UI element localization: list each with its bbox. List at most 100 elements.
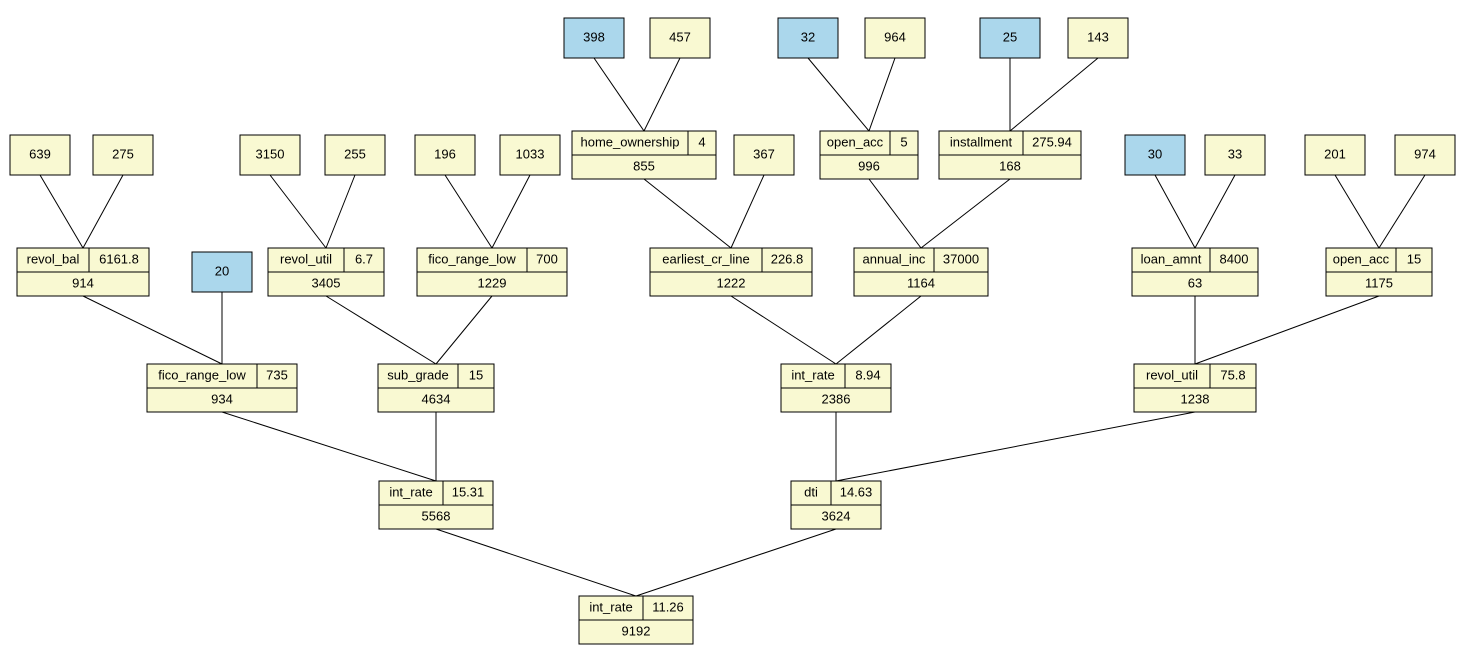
leaf-value: 3150: [256, 146, 285, 161]
tree-edge: [808, 58, 869, 131]
decision-tree-diagram: int_rate11.269192int_rate15.315568dti14.…: [0, 0, 1478, 670]
tree-edge: [594, 58, 644, 131]
split-count: 9192: [622, 623, 651, 638]
leaf-node: 964: [865, 18, 925, 58]
tree-edge: [836, 296, 921, 364]
leaf-node: 25: [980, 18, 1040, 58]
tree-edge: [436, 529, 636, 596]
split-threshold: 6161.8: [99, 251, 139, 266]
leaf-node: 457: [650, 18, 710, 58]
split-feature: sub_grade: [387, 367, 448, 382]
tree-edge: [270, 175, 326, 248]
split-node: revol_bal6161.8914: [17, 248, 149, 296]
split-count: 934: [211, 391, 233, 406]
tree-edge: [83, 296, 222, 364]
split-threshold: 75.8: [1220, 367, 1245, 382]
split-count: 3405: [312, 275, 341, 290]
split-node: dti14.633624: [791, 481, 881, 529]
split-feature: int_rate: [589, 599, 632, 614]
split-count: 1175: [1365, 275, 1393, 290]
split-feature: fico_range_low: [428, 251, 516, 266]
split-node: fico_range_low 735 934: [147, 364, 297, 412]
leaf-node: 255: [325, 135, 385, 175]
tree-edge: [731, 296, 836, 364]
split-feature: fico_range_low: [158, 367, 246, 382]
split-node: installment275.94168: [939, 131, 1081, 179]
split-node: fico_range_low7001229: [417, 248, 567, 296]
leaf-value: 30: [1148, 146, 1162, 161]
split-threshold: 6.7: [355, 251, 373, 266]
split-threshold: 37000: [943, 251, 979, 266]
tree-edge: [1195, 175, 1235, 248]
leaf-value: 275: [112, 146, 134, 161]
tree-edge: [492, 175, 530, 248]
split-threshold: 8400: [1220, 251, 1249, 266]
split-threshold: 8.94: [855, 367, 880, 382]
split-node: revol_util75.81238: [1134, 364, 1256, 412]
tree-edge: [83, 175, 123, 248]
split-feature: revol_util: [1146, 367, 1198, 382]
split-node: sub_grade154634: [378, 364, 494, 412]
split-threshold: 5: [900, 134, 907, 149]
tree-edge: [1010, 58, 1098, 131]
tree-edge: [869, 58, 895, 131]
split-feature: dti: [804, 484, 818, 499]
split-feature: int_rate: [389, 484, 432, 499]
tree-edge: [40, 175, 83, 248]
split-threshold: 15.31: [452, 484, 485, 499]
leaf-node: 32: [778, 18, 838, 58]
leaf-node: 639: [10, 135, 70, 175]
tree-edge: [921, 179, 1010, 248]
split-count: 855: [633, 158, 655, 173]
tree-edge: [1379, 175, 1425, 248]
leaf-node: 20: [192, 252, 252, 292]
tree-edge: [1155, 175, 1195, 248]
split-node: revol_util 6.7 3405: [268, 248, 384, 296]
split-threshold: 275.94: [1032, 134, 1072, 149]
split-threshold: 700: [536, 251, 558, 266]
split-count: 2386: [822, 391, 851, 406]
tree-edge: [326, 296, 436, 364]
leaf-value: 974: [1414, 146, 1436, 161]
nodes-layer: int_rate11.269192int_rate15.315568dti14.…: [10, 18, 1455, 644]
tree-edge: [869, 179, 921, 248]
split-count: 63: [1188, 275, 1202, 290]
split-feature: earliest_cr_line: [662, 251, 749, 266]
split-feature: home_ownership: [580, 134, 679, 149]
tree-edge: [636, 529, 836, 596]
leaf-value: 457: [669, 29, 691, 44]
leaf-node: 33: [1205, 135, 1265, 175]
split-feature: revol_bal: [27, 251, 80, 266]
split-feature: installment: [950, 134, 1013, 149]
split-count: 1164: [907, 275, 935, 290]
leaf-node: 196: [415, 135, 475, 175]
split-count: 4634: [422, 391, 451, 406]
split-feature: revol_util: [280, 251, 332, 266]
leaf-value: 25: [1003, 29, 1017, 44]
leaf-node: 1033: [500, 135, 560, 175]
leaf-node: 367: [734, 135, 794, 175]
leaf-value: 1033: [516, 146, 545, 161]
split-threshold: 14.63: [840, 484, 873, 499]
split-node: open_acc151175: [1326, 248, 1432, 296]
split-feature: open_acc: [827, 134, 884, 149]
split-threshold: 4: [698, 134, 705, 149]
split-node: earliest_cr_line 226.8 1222: [650, 248, 812, 296]
leaf-value: 32: [801, 29, 815, 44]
leaf-node: 30: [1125, 135, 1185, 175]
leaf-value: 255: [344, 146, 366, 161]
tree-edge: [1195, 296, 1379, 364]
split-count: 996: [858, 158, 880, 173]
tree-edge: [326, 175, 355, 248]
split-feature: int_rate: [791, 367, 834, 382]
split-threshold: 226.8: [771, 251, 804, 266]
split-count: 1222: [717, 275, 746, 290]
split-node: int_rate15.315568: [379, 481, 493, 529]
leaf-value: 20: [215, 263, 229, 278]
leaf-value: 201: [1324, 146, 1346, 161]
split-threshold: 735: [266, 367, 288, 382]
leaf-node: 974: [1395, 135, 1455, 175]
leaf-node: 275: [93, 135, 153, 175]
split-node: open_acc 5 996: [820, 131, 918, 179]
split-feature: loan_amnt: [1141, 251, 1202, 266]
